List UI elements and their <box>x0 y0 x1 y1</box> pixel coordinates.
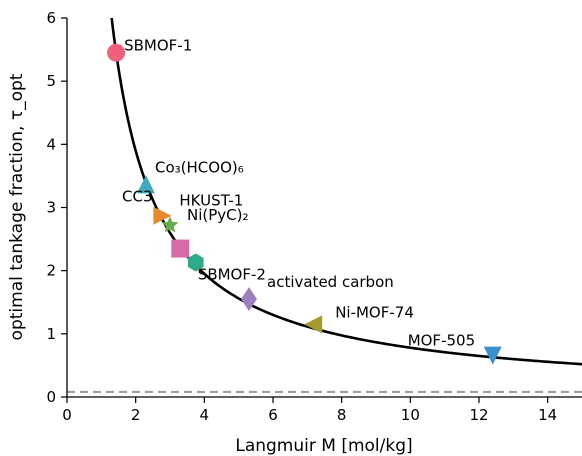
ni-mof-74-marker <box>304 315 323 334</box>
y-tick-label: 6 <box>46 9 56 27</box>
sbmof-1-marker <box>107 43 126 62</box>
x-axis-label: Langmuir M [mol/kg] <box>235 436 412 456</box>
point-label: MOF-505 <box>408 332 475 350</box>
x-tick-label: 12 <box>469 406 488 424</box>
hkust-1-marker <box>153 206 172 225</box>
point-label: CC3 <box>122 187 153 205</box>
x-tick-label: 2 <box>131 406 141 424</box>
y-tick-label: 0 <box>46 388 56 406</box>
point-label: SBMOF-1 <box>124 37 192 55</box>
co-hcoo--marker <box>136 175 155 194</box>
x-tick-label: 6 <box>268 406 278 424</box>
point-label: Ni(PyC)₂ <box>187 206 249 224</box>
activated-carbon-marker <box>240 287 257 312</box>
x-tick-label: 10 <box>401 406 420 424</box>
ni-pyc--marker <box>161 216 179 233</box>
y-tick-label: 4 <box>46 135 56 153</box>
x-tick-label: 4 <box>200 406 210 424</box>
sbmof-2-marker <box>187 253 204 272</box>
x-tick-label: 14 <box>538 406 557 424</box>
y-tick-label: 2 <box>46 262 56 280</box>
y-tick-label: 5 <box>46 72 56 90</box>
x-tick-label: 0 <box>62 406 72 424</box>
unlabeled-marker <box>171 239 190 258</box>
point-label: activated carbon <box>267 273 394 291</box>
y-tick-label: 1 <box>46 325 56 343</box>
point-label: Ni-MOF-74 <box>335 303 414 321</box>
mof-505-marker <box>483 346 502 365</box>
x-tick-label: 8 <box>337 406 347 424</box>
y-axis-label: optimal tankage fraction, τ_opt <box>7 73 27 340</box>
point-label: Co₃(HCOO)₆ <box>155 158 244 176</box>
point-label: HKUST-1 <box>179 192 243 210</box>
point-label: SBMOF-2 <box>198 266 266 284</box>
y-tick-label: 3 <box>46 199 56 217</box>
